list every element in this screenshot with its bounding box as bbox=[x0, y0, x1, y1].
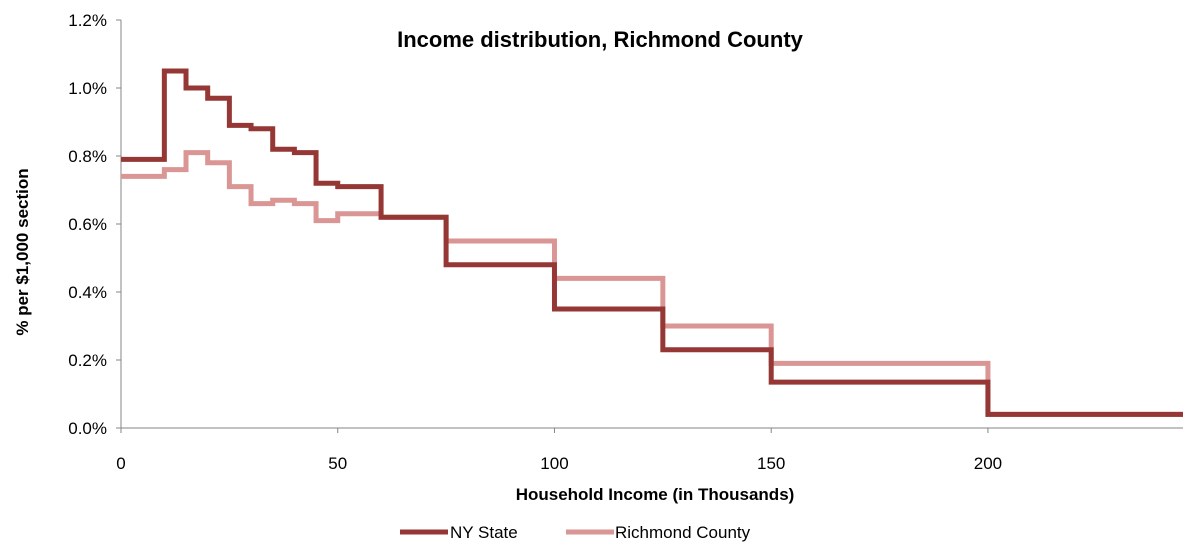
y-tick-label: 0.2% bbox=[68, 351, 107, 370]
x-tick-label: 100 bbox=[540, 454, 568, 473]
legend-label-richmond-county: Richmond County bbox=[615, 523, 751, 542]
series-line-ny-state bbox=[121, 68, 1183, 417]
x-tick-labels: 0 50 100 150 200 bbox=[116, 454, 1002, 473]
chart-title: Income distribution, Richmond County bbox=[397, 27, 804, 52]
y-tick-label: 1.0% bbox=[68, 79, 107, 98]
y-axis-label: % per $1,000 section bbox=[13, 168, 32, 335]
series-lines bbox=[121, 68, 1183, 417]
y-tick-labels: 0.0% 0.2% 0.4% 0.6% 0.8% 1.0% 1.2% bbox=[68, 11, 107, 438]
legend-label-ny-state: NY State bbox=[450, 523, 518, 542]
y-tick-label: 0.4% bbox=[68, 283, 107, 302]
legend: NY State Richmond County bbox=[400, 523, 751, 542]
x-tick-label: 150 bbox=[757, 454, 785, 473]
series-line-richmond-county bbox=[121, 150, 1183, 417]
axes bbox=[116, 19, 1183, 433]
y-tick-label: 0.8% bbox=[68, 147, 107, 166]
x-tick-label: 50 bbox=[328, 454, 347, 473]
x-tick-label: 0 bbox=[116, 454, 125, 473]
x-tick-label: 200 bbox=[974, 454, 1002, 473]
y-tick-label: 0.0% bbox=[68, 419, 107, 438]
y-tick-label: 0.6% bbox=[68, 215, 107, 234]
y-tick-label: 1.2% bbox=[68, 11, 107, 30]
x-axis-label: Household Income (in Thousands) bbox=[516, 485, 795, 504]
